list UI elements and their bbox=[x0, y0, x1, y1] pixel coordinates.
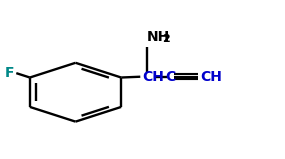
Text: C: C bbox=[165, 70, 175, 84]
Text: CH: CH bbox=[200, 70, 222, 84]
Text: NH: NH bbox=[146, 30, 170, 45]
Text: 2: 2 bbox=[162, 34, 170, 44]
Text: F: F bbox=[5, 66, 15, 80]
Text: CH: CH bbox=[142, 70, 164, 84]
